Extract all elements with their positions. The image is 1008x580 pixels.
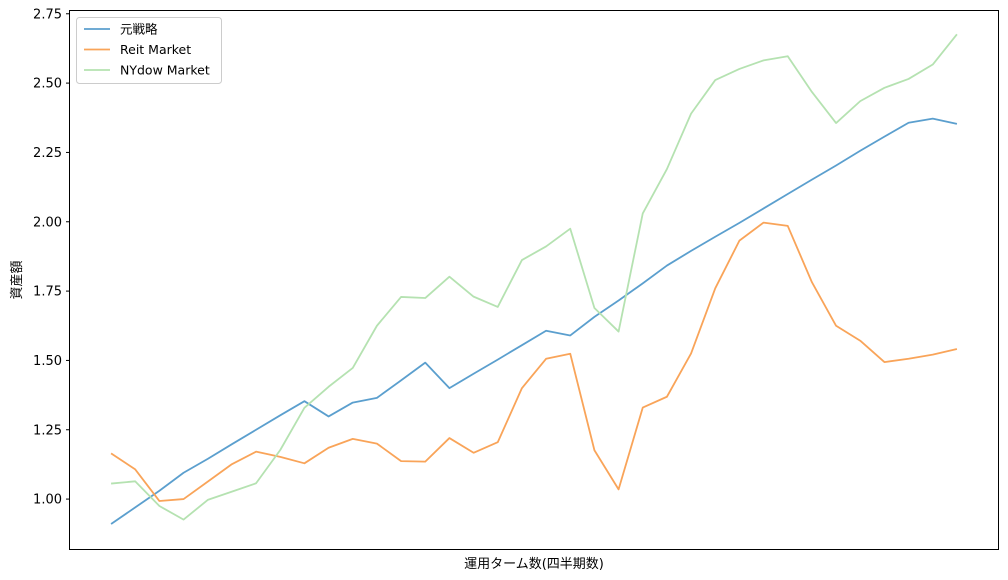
series-lines bbox=[110, 33, 958, 525]
plot-area-frame bbox=[69, 10, 999, 550]
legend-label-0: 元戦略 bbox=[120, 22, 158, 37]
y-tick-label: 1.50 bbox=[33, 354, 62, 369]
legend-box bbox=[76, 17, 222, 84]
y-tick-label: 1.00 bbox=[33, 493, 62, 508]
y-tick-label: 2.50 bbox=[33, 77, 62, 92]
y-tick-label: 1.75 bbox=[33, 285, 62, 300]
series-line-1 bbox=[110, 221, 958, 502]
legend-label-2: NYdow Market bbox=[120, 63, 210, 78]
y-tick-label: 2.75 bbox=[33, 7, 62, 22]
x-axis-label: 運用ターム数(四半期数) bbox=[464, 557, 604, 572]
legend-entries: 元戦略 Reit Market NYdow Market bbox=[84, 22, 210, 78]
legend-label-1: Reit Market bbox=[120, 42, 191, 57]
legend: 元戦略 Reit Market NYdow Market bbox=[76, 17, 222, 84]
y-axis-label: 資産額 bbox=[9, 260, 25, 299]
series-line-2 bbox=[110, 33, 958, 521]
y-axis-ticks: 1.00 1.25 1.50 1.75 2.00 2.25 2.50 2.75 bbox=[33, 7, 70, 508]
series-line-0 bbox=[110, 117, 958, 525]
y-tick-label: 1.25 bbox=[33, 423, 62, 438]
y-tick-label: 2.25 bbox=[33, 146, 62, 161]
y-tick-label: 2.00 bbox=[33, 215, 62, 230]
